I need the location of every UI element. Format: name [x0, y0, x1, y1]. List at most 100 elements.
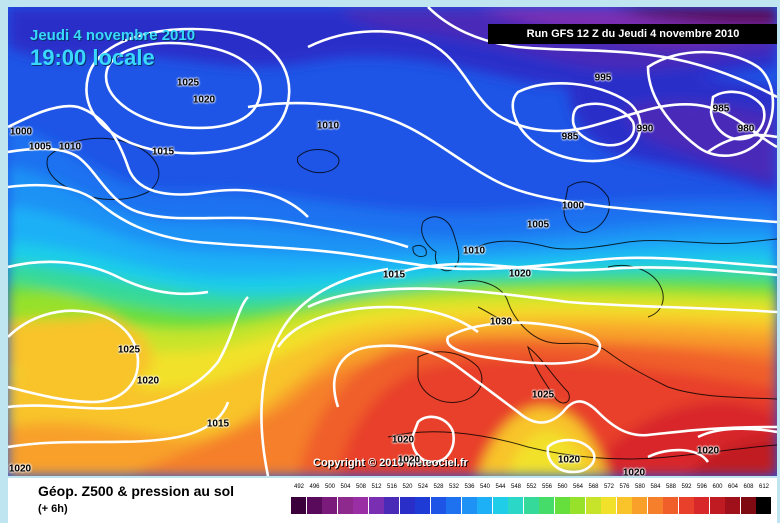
scale-swatch [415, 497, 430, 514]
forecast-range: (+ 6h) [38, 503, 68, 515]
scale-label: 576 [619, 484, 630, 490]
isobar-label: 1005 [28, 141, 52, 153]
scale-swatch [585, 497, 601, 514]
scale-label: 588 [665, 484, 676, 490]
color-scale: 492 496 500 504 508 512 516 520 524 528 532 536 540 5… [291, 484, 773, 520]
scale-label: 596 [696, 484, 707, 490]
scale-label: 600 [712, 484, 723, 490]
scale-swatch [477, 497, 492, 514]
scale-label: 548 [510, 484, 521, 490]
scale-swatch [632, 497, 647, 514]
scale-swatch [756, 497, 771, 514]
scale-swatch [601, 497, 616, 514]
scale-label: 604 [727, 484, 738, 490]
scale-label: 512 [371, 484, 382, 490]
isobar-label: 1030 [489, 316, 513, 328]
scale-label: 608 [743, 484, 754, 490]
scale-swatch [740, 497, 756, 514]
scale-swatch [570, 497, 585, 514]
scale-swatch [647, 497, 663, 514]
scale-swatch [616, 497, 632, 514]
scale-label: 532 [448, 484, 459, 490]
isobar-label: 1015 [206, 418, 230, 430]
isobar-label: 980 [737, 123, 755, 135]
copyright-text: Copyright © 2010 Meteociel.fr [313, 457, 468, 469]
scale-label: 560 [557, 484, 568, 490]
run-banner: Run GFS 12 Z du Jeudi 4 novembre 2010 [488, 24, 777, 44]
scale-swatch [399, 497, 415, 514]
scale-label: 592 [681, 484, 692, 490]
isobar-label: 1015 [151, 146, 175, 158]
scale-label: 528 [433, 484, 444, 490]
scale-swatch [492, 497, 508, 514]
legend-title: Géop. Z500 & pression au sol [38, 483, 235, 499]
legend-panel: Géop. Z500 & pression au sol (+ 6h) 492 4… [8, 478, 777, 523]
scale-swatch [337, 497, 353, 514]
isobar-label: 1010 [462, 245, 486, 257]
isobar-label: 985 [712, 103, 730, 115]
scale-label: 584 [650, 484, 661, 490]
scale-swatch [461, 497, 477, 514]
forecast-date: Jeudi 4 novembre 2010 [30, 27, 196, 44]
isobar-label: 1020 [508, 268, 532, 280]
scale-swatch [694, 497, 709, 514]
isobar-label: 1010 [58, 141, 82, 153]
scale-label: 492 [293, 484, 304, 490]
isobar-label: 1020 [8, 463, 32, 475]
isobar-label: 1020 [397, 454, 421, 466]
scale-swatch [368, 497, 384, 514]
scale-swatch [291, 497, 306, 514]
isobar-label: 1020 [557, 454, 581, 466]
scale-label: 524 [417, 484, 428, 490]
scale-label: 544 [495, 484, 506, 490]
isobar-label: 1020 [696, 445, 720, 457]
scale-label: 568 [588, 484, 599, 490]
scale-swatch [678, 497, 694, 514]
scale-swatch [430, 497, 446, 514]
isobar-label: 1010 [316, 120, 340, 132]
isobar-label: 1025 [176, 77, 200, 89]
scale-label: 500 [324, 484, 335, 490]
scale-label: 580 [634, 484, 645, 490]
scale-label: 612 [758, 484, 769, 490]
scale-swatch [508, 497, 523, 514]
isobar-label: 985 [561, 131, 579, 143]
isobar-label: 1020 [622, 467, 646, 477]
scale-label: 536 [464, 484, 475, 490]
isobar-label: 1025 [117, 344, 141, 356]
scale-label: 516 [386, 484, 397, 490]
scale-swatch [523, 497, 539, 514]
scale-swatch [554, 497, 570, 514]
scale-swatch [322, 497, 337, 514]
scale-swatch [353, 497, 368, 514]
forecast-local-time: 19:00 locale [30, 45, 155, 70]
isobar-label: 1000 [9, 126, 33, 138]
scale-label: 552 [526, 484, 537, 490]
scale-swatch [725, 497, 740, 514]
scale-label: 564 [572, 484, 583, 490]
isobar-label: 990 [636, 123, 654, 135]
isobar-label: 1020 [391, 434, 415, 446]
scale-label: 540 [479, 484, 490, 490]
isobar-label: 1005 [526, 219, 550, 231]
scale-swatch [663, 497, 678, 514]
scale-label: 556 [541, 484, 552, 490]
scale-label: 504 [340, 484, 351, 490]
scale-swatch [709, 497, 725, 514]
isobar-label: 995 [594, 72, 612, 84]
scale-swatch [539, 497, 554, 514]
isobar-label: 1025 [531, 389, 555, 401]
scale-label: 508 [355, 484, 366, 490]
scale-swatch [384, 497, 399, 514]
geopotential-field [8, 7, 777, 476]
isobar-label: 1015 [382, 269, 406, 281]
scale-swatch [306, 497, 322, 514]
scale-swatch [446, 497, 461, 514]
scale-label: 520 [402, 484, 413, 490]
scale-label: 572 [603, 484, 614, 490]
scale-label: 496 [309, 484, 320, 490]
isobar-label: 1020 [192, 94, 216, 106]
map-canvas: Jeudi 4 novembre 2010 19:00 locale Run G… [8, 7, 777, 476]
isobar-label: 1000 [561, 200, 585, 212]
